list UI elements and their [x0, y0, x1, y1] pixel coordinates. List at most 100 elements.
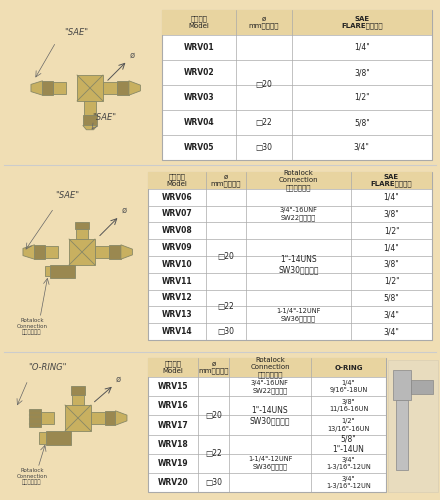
Text: "SAE": "SAE"	[55, 191, 79, 200]
Text: "SAE": "SAE"	[92, 113, 116, 122]
Bar	[95, 246, 110, 258]
Text: Rotalock
Connection
旋转锁定接头: Rotalock Connection 旋转锁定接头	[250, 358, 290, 378]
Text: 3/8"
11/16-16UN: 3/8" 11/16-16UN	[329, 400, 368, 412]
Text: WRV16: WRV16	[158, 402, 188, 410]
Text: □20: □20	[205, 411, 222, 420]
Text: WRV11: WRV11	[162, 276, 192, 285]
Text: WRV14: WRV14	[162, 327, 192, 336]
Text: Rotalock
Connection
旋转锁定接头: Rotalock Connection 旋转锁定接头	[17, 468, 48, 485]
Text: WRV08: WRV08	[162, 226, 192, 235]
Text: 1/4": 1/4"	[384, 243, 400, 252]
Bar	[43, 81, 52, 95]
Text: 1/2": 1/2"	[384, 226, 400, 235]
Bar	[44, 266, 50, 276]
Text: 5/8": 5/8"	[354, 118, 370, 127]
Bar	[117, 81, 129, 95]
Text: 1/2": 1/2"	[354, 93, 370, 102]
Bar	[29, 410, 40, 426]
Bar	[411, 380, 433, 394]
Text: O-RING: O-RING	[334, 364, 363, 370]
Text: □22: □22	[205, 449, 222, 458]
Text: □30: □30	[256, 143, 272, 152]
Bar	[396, 400, 408, 470]
Text: WRV06: WRV06	[162, 192, 192, 202]
Bar	[148, 172, 432, 189]
Polygon shape	[121, 245, 132, 259]
Text: 1/2": 1/2"	[384, 276, 400, 285]
Text: □20: □20	[218, 252, 235, 260]
Text: WRV17: WRV17	[158, 420, 188, 430]
Bar	[77, 75, 103, 101]
Text: WRV05: WRV05	[184, 143, 214, 152]
Text: 5/8"
1"-14UN: 5/8" 1"-14UN	[333, 434, 364, 454]
Text: ø
mm（毫米）: ø mm（毫米）	[198, 361, 229, 374]
Bar	[91, 412, 105, 424]
Bar	[34, 245, 44, 259]
Text: 1/4"
9/16"-18UN: 1/4" 9/16"-18UN	[330, 380, 368, 393]
Text: 3/8": 3/8"	[354, 68, 370, 77]
Text: WRV12: WRV12	[162, 294, 192, 302]
Text: 1"-14UNS
SW30（六角）: 1"-14UNS SW30（六角）	[250, 406, 290, 425]
Bar	[105, 411, 115, 425]
Bar	[148, 358, 386, 492]
Text: ø: ø	[121, 206, 127, 215]
Bar	[162, 10, 432, 35]
Polygon shape	[31, 81, 43, 95]
Text: 3/4": 3/4"	[384, 327, 400, 336]
Bar	[83, 116, 97, 126]
Polygon shape	[129, 81, 140, 95]
Text: 1-1/4"-12UNF
SW36（六角）: 1-1/4"-12UNF SW36（六角）	[276, 308, 321, 322]
Text: SAE
FLARE（扩口）: SAE FLARE（扩口）	[371, 174, 412, 187]
Text: 5/8": 5/8"	[384, 294, 400, 302]
Text: Rotalock
Connection
旋转锁定接头: Rotalock Connection 旋转锁定接头	[279, 170, 318, 190]
Bar	[162, 10, 432, 160]
Text: □22: □22	[256, 118, 272, 127]
Bar	[71, 386, 85, 395]
Text: □30: □30	[205, 478, 222, 487]
Text: 1/2"
13/16"-16UN: 1/2" 13/16"-16UN	[327, 418, 370, 432]
Text: 3/4"-16UNF
SW22（六角）: 3/4"-16UNF SW22（六角）	[251, 380, 289, 394]
Text: □22: □22	[218, 302, 235, 311]
Bar	[44, 246, 58, 258]
Bar	[148, 172, 432, 340]
Text: WRV20: WRV20	[158, 478, 188, 487]
Bar	[84, 101, 96, 116]
Text: WRV09: WRV09	[162, 243, 192, 252]
Bar	[52, 82, 66, 94]
Text: 3/8": 3/8"	[384, 260, 400, 269]
Bar	[46, 431, 71, 446]
Text: 3/4"
1-3/16"-12UN: 3/4" 1-3/16"-12UN	[326, 457, 371, 470]
Text: Rotalock
Connection
旋转锁定接头: Rotalock Connection 旋转锁定接头	[17, 318, 48, 336]
Bar	[388, 360, 438, 492]
Text: WRV15: WRV15	[158, 382, 188, 391]
Text: □20: □20	[256, 80, 272, 90]
Text: WRV07: WRV07	[162, 210, 192, 218]
Polygon shape	[83, 126, 97, 130]
Text: 1/4": 1/4"	[354, 43, 370, 52]
Text: WRV10: WRV10	[162, 260, 192, 269]
Text: 3/4"
1-3/16"-12UN: 3/4" 1-3/16"-12UN	[326, 476, 371, 489]
Bar	[65, 405, 91, 431]
Bar	[393, 370, 411, 400]
Text: ø
mm（毫米）: ø mm（毫米）	[249, 16, 279, 30]
Text: WRV04: WRV04	[184, 118, 214, 127]
Text: WRV19: WRV19	[158, 459, 188, 468]
Text: "O-RING": "O-RING"	[28, 363, 66, 372]
Polygon shape	[115, 411, 127, 425]
Text: 1"-14UNS
SW30（六角）: 1"-14UNS SW30（六角）	[278, 254, 319, 274]
Bar	[40, 412, 54, 424]
Text: 1/4": 1/4"	[384, 192, 400, 202]
Bar	[39, 432, 46, 444]
Bar	[148, 358, 386, 377]
Bar	[110, 245, 121, 259]
Text: 3/4"-16UNF
SW22（六角）: 3/4"-16UNF SW22（六角）	[279, 207, 317, 221]
Text: 绿图编号
Model: 绿图编号 Model	[167, 174, 187, 187]
Text: 3/4": 3/4"	[354, 143, 370, 152]
Text: WRV18: WRV18	[158, 440, 188, 448]
Text: "SAE": "SAE"	[64, 28, 88, 37]
Bar	[103, 82, 117, 94]
Text: WRV03: WRV03	[184, 93, 214, 102]
Text: ø: ø	[116, 375, 121, 384]
Polygon shape	[23, 245, 34, 259]
Text: SAE
FLARE（扩口）: SAE FLARE（扩口）	[341, 16, 383, 30]
